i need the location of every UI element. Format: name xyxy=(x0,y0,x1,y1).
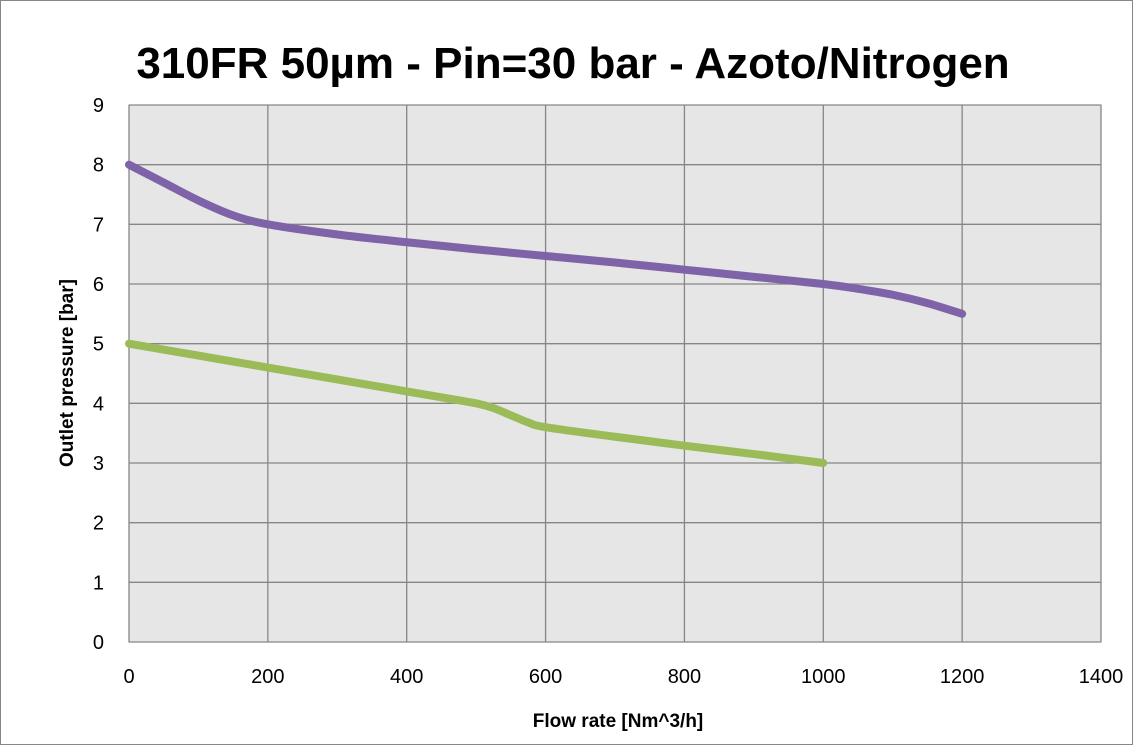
y-tick-label: 5 xyxy=(93,334,104,356)
x-tick-label: 200 xyxy=(251,666,284,688)
data-point xyxy=(406,391,407,392)
data-point xyxy=(337,234,338,235)
data-point xyxy=(858,288,859,289)
data-point xyxy=(892,294,893,295)
series-line-1 xyxy=(125,160,967,318)
chart-title: 310FR 50µm - Pin=30 bar - Azoto/Nitrogen xyxy=(136,39,1009,88)
data-point xyxy=(493,408,494,409)
data-point xyxy=(684,445,685,446)
y-axis-title: Outlet pressure [bar] xyxy=(57,279,78,467)
x-tick-label: 1400 xyxy=(1079,666,1124,688)
data-point xyxy=(615,262,616,263)
data-point xyxy=(823,284,824,285)
data-point xyxy=(406,242,407,243)
data-point xyxy=(267,367,268,368)
y-axis-ticks: 0 1 2 3 4 5 6 7 8 9 xyxy=(93,95,104,654)
x-tick-label: 800 xyxy=(668,666,701,688)
data-point xyxy=(163,182,164,183)
y-tick-label: 8 xyxy=(93,155,104,177)
x-axis-ticks: 0 200 400 600 800 1000 1200 1400 xyxy=(123,666,1123,688)
data-point xyxy=(823,463,824,464)
data-point xyxy=(441,397,442,398)
data-point xyxy=(129,164,130,165)
data-point xyxy=(198,355,199,356)
data-point xyxy=(510,415,511,416)
data-point xyxy=(962,313,963,314)
y-tick-label: 1 xyxy=(93,572,104,594)
plot-area xyxy=(128,104,1102,643)
x-tick-label: 400 xyxy=(390,666,423,688)
y-tick-label: 6 xyxy=(93,274,104,296)
data-point xyxy=(198,200,199,201)
y-tick-label: 3 xyxy=(93,453,104,475)
y-tick-label: 2 xyxy=(93,513,104,535)
data-point xyxy=(337,379,338,380)
data-point xyxy=(545,255,546,256)
data-point xyxy=(476,249,477,250)
series-layer xyxy=(125,160,967,467)
data-point xyxy=(753,454,754,455)
x-tick-label: 600 xyxy=(529,666,562,688)
x-tick-label: 0 xyxy=(123,666,134,688)
series-line-2 xyxy=(125,339,828,467)
data-point xyxy=(528,422,529,423)
data-point xyxy=(545,427,546,428)
data-point xyxy=(233,215,234,216)
data-point xyxy=(129,343,130,344)
data-point xyxy=(476,403,477,404)
data-point xyxy=(615,436,616,437)
y-tick-label: 7 xyxy=(93,214,104,236)
data-point xyxy=(927,303,928,304)
x-tick-label: 1000 xyxy=(801,666,846,688)
data-point xyxy=(753,276,754,277)
y-tick-label: 4 xyxy=(93,393,104,415)
y-tick-label: 9 xyxy=(93,95,104,117)
grid xyxy=(128,104,1102,643)
x-tick-label: 1200 xyxy=(940,666,985,688)
x-axis-title: Flow rate [Nm^3/h] xyxy=(533,711,704,732)
data-point xyxy=(684,269,685,270)
y-tick-label: 0 xyxy=(93,632,104,654)
data-point xyxy=(267,224,268,225)
